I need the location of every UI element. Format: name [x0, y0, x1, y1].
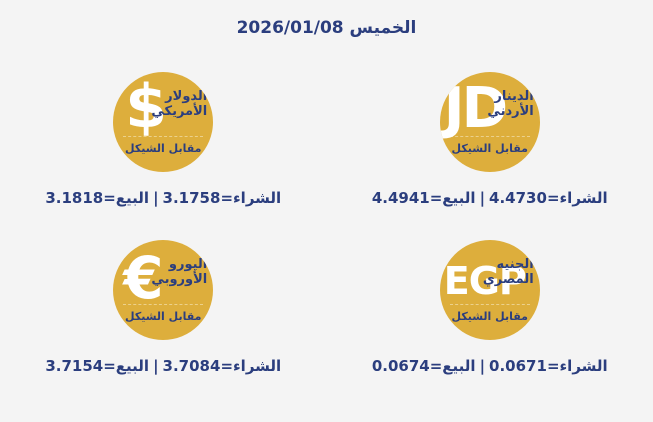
- dollar-sign-symbol-icon: $: [125, 72, 167, 142]
- jordanian-dinar-symbol-icon: JD: [443, 76, 508, 141]
- sell-value: 4.4941: [371, 189, 430, 207]
- currency-name-line1: الدينار: [494, 89, 534, 104]
- currency-coin-eur: € اليورو الأوروبي مقابل الشيكل: [113, 240, 214, 340]
- equals-sign: =: [220, 357, 234, 375]
- sell-label: البيع: [115, 189, 150, 207]
- currency-rate-line-jd: الشراء=4.4730|البيع=4.4941: [372, 189, 608, 207]
- currency-against-label-usd: مقابل الشيكل: [125, 142, 202, 155]
- euro-sign-symbol-icon: €: [123, 244, 164, 312]
- sell-value: 3.1818: [45, 189, 104, 207]
- buy-label: الشراء: [559, 189, 608, 207]
- currency-against-label-jd: مقابل الشيكل: [451, 142, 528, 155]
- page-date-header: الخميس 2026/01/08: [236, 18, 417, 38]
- buy-label: الشراء: [233, 189, 282, 207]
- currency-name-jd: الدينار الأردني: [487, 89, 534, 119]
- equals-sign: =: [546, 189, 560, 207]
- currency-against-label-egp: مقابل الشيكل: [451, 310, 528, 323]
- sell-label: البيع: [442, 357, 476, 375]
- rate-separator: |: [153, 357, 159, 375]
- currency-against-label-eur: مقابل الشيكل: [125, 310, 202, 323]
- equals-sign: =: [546, 357, 560, 375]
- currency-name-line1: اليورو: [168, 257, 208, 272]
- currency-rate-line-usd: الشراء=3.1758|البيع=3.1818: [45, 189, 281, 207]
- currency-coin-usd: $ الدولار الأمريكي مقابل الشيكل: [113, 72, 214, 172]
- equals-sign: =: [220, 189, 234, 207]
- currency-card-jd[interactable]: JD الدينار الأردني مقابل الشيكل الشراء=4…: [327, 56, 653, 224]
- currency-name-line1: الدولار: [165, 89, 208, 104]
- rate-separator: |: [153, 189, 159, 207]
- currency-card-eur[interactable]: € اليورو الأوروبي مقابل الشيكل الشراء=3.…: [0, 224, 327, 392]
- currency-rate-line-egp: الشراء=0.0671|البيع=0.0674: [372, 357, 608, 375]
- equals-sign: =: [103, 357, 116, 375]
- currency-name-line2: المصري: [482, 271, 534, 287]
- equals-sign: =: [429, 357, 443, 375]
- coin-dashed-divider: [449, 304, 530, 305]
- currency-coin-egp: EGP الجنيه المصري مقابل الشيكل: [439, 240, 540, 340]
- buy-label: الشراء: [559, 357, 608, 375]
- currency-name-usd: الدولار الأمريكي: [151, 89, 208, 119]
- currency-coin-jd: JD الدينار الأردني مقابل الشيكل: [439, 72, 540, 172]
- currency-name-line2: الأوروبي: [151, 271, 208, 287]
- currency-name-line2: الأمريكي: [151, 103, 208, 119]
- buy-label: الشراء: [233, 357, 282, 375]
- equals-sign: =: [103, 189, 116, 207]
- coin-dashed-divider: [123, 136, 204, 137]
- sell-value: 0.0674: [371, 357, 430, 375]
- currency-card-egp[interactable]: EGP الجنيه المصري مقابل الشيكل الشراء=0.…: [327, 224, 653, 392]
- currency-rate-line-eur: الشراء=3.7084|البيع=3.7154: [45, 357, 281, 375]
- coin-dashed-divider: [449, 136, 530, 137]
- currency-name-egp: الجنيه المصري: [482, 257, 534, 287]
- sell-label: البيع: [115, 357, 150, 375]
- buy-value: 0.0671: [489, 357, 547, 375]
- currency-name-line1: الجنيه: [496, 257, 534, 272]
- currency-name-eur: اليورو الأوروبي: [151, 257, 208, 287]
- sell-label: البيع: [442, 189, 476, 207]
- currency-name-line2: الأردني: [487, 103, 534, 119]
- buy-value: 4.4730: [489, 189, 547, 207]
- buy-value: 3.1758: [162, 189, 221, 207]
- sell-value: 3.7154: [45, 357, 104, 375]
- rate-separator: |: [479, 357, 486, 375]
- currency-rates-grid: JD الدينار الأردني مقابل الشيكل الشراء=4…: [0, 56, 653, 392]
- egyptian-pound-symbol-icon: EGP: [443, 259, 527, 303]
- coin-dashed-divider: [123, 304, 204, 305]
- buy-value: 3.7084: [162, 357, 221, 375]
- rate-separator: |: [479, 189, 486, 207]
- currency-card-usd[interactable]: $ الدولار الأمريكي مقابل الشيكل الشراء=3…: [0, 56, 327, 224]
- equals-sign: =: [429, 189, 443, 207]
